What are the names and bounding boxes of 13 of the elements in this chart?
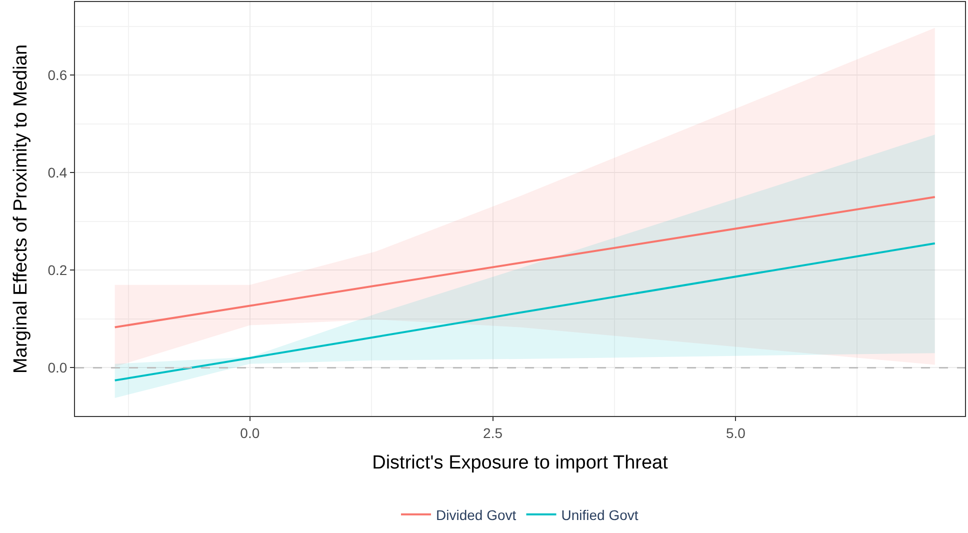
line-series (114, 242, 936, 382)
x-tick-label: 2.5 (483, 424, 503, 441)
x-tick-label: 0.0 (240, 424, 260, 441)
y-tick-label: 0.0 (48, 360, 68, 376)
y-tick-label: 0.2 (48, 262, 68, 278)
line-series (114, 196, 936, 328)
legend-label: Unified Govt (561, 506, 638, 523)
y-tick-label: 0.6 (48, 67, 68, 84)
y-tick-label: 0.4 (48, 164, 68, 181)
legend-label: Divided Govt (436, 506, 516, 523)
y-axis-title: Marginal Effects of Proximity to Median (10, 44, 32, 374)
x-axis-title: District's Exposure to import Threat (372, 452, 669, 474)
x-tick-label: 5.0 (726, 424, 746, 441)
